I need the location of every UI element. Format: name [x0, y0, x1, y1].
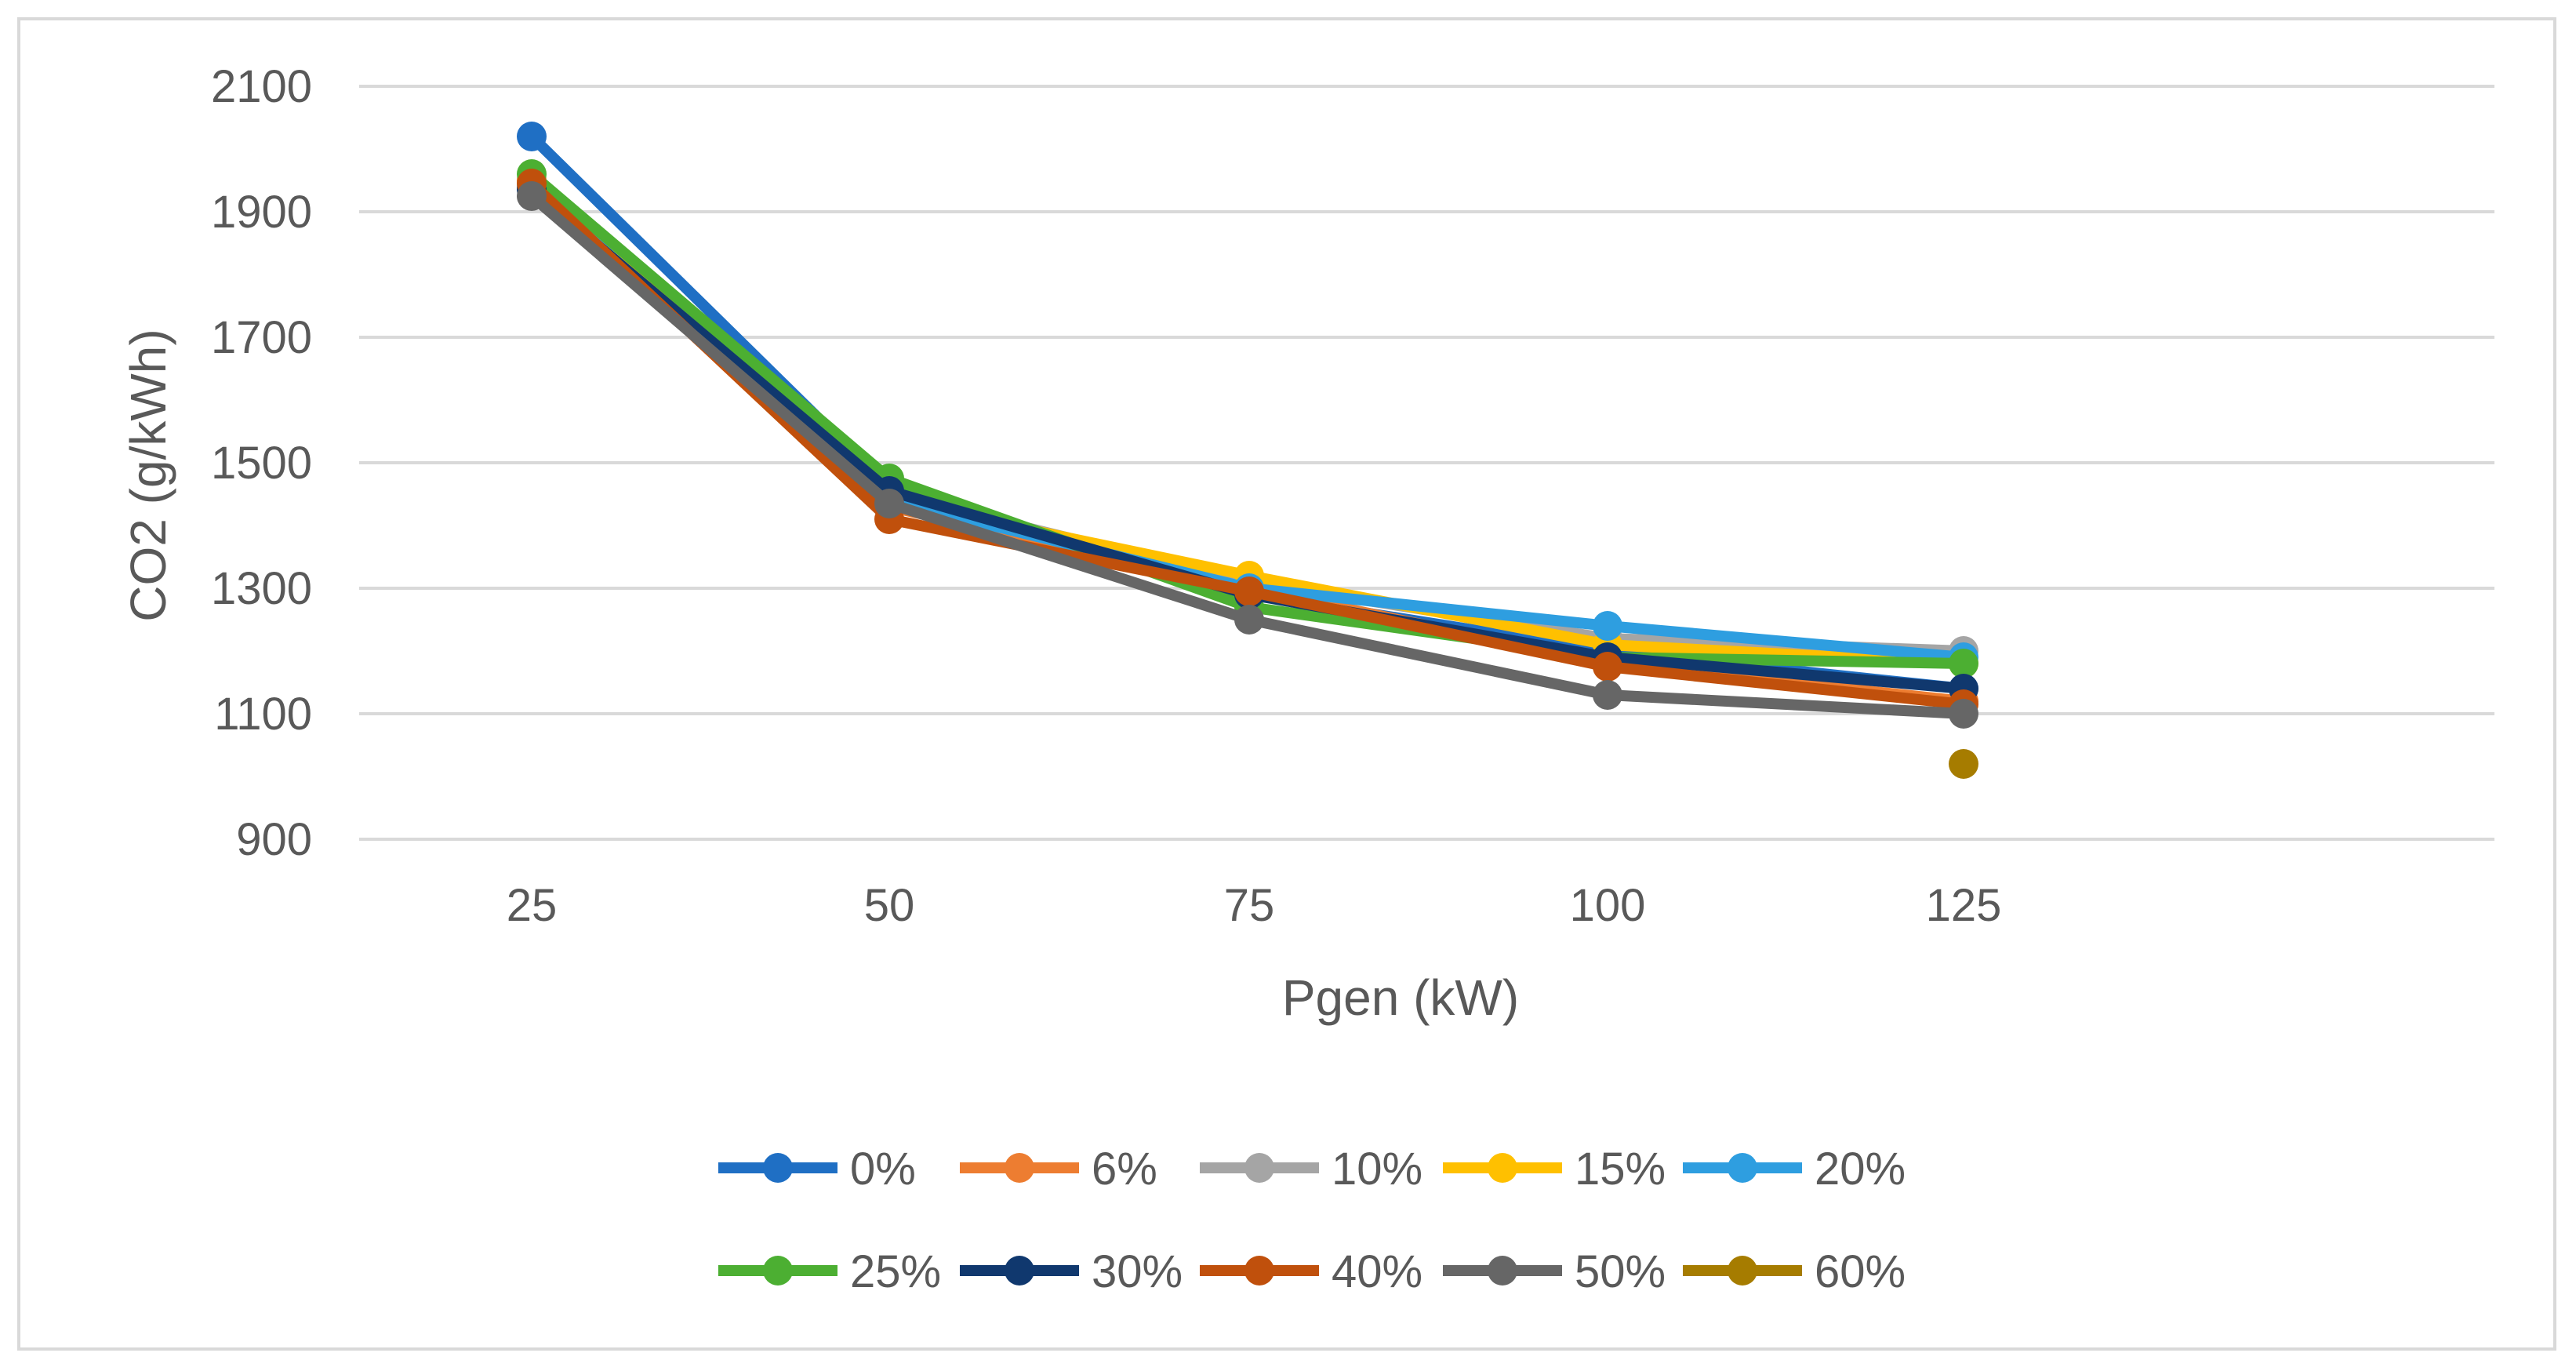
legend-label: 0%	[850, 1144, 916, 1195]
legend-item-0pct: 0%	[718, 1144, 916, 1195]
y-tick-label: 1100	[214, 689, 312, 740]
chart-svg: 900 1100 1300 1500 1700 1900 2100 25 50 75 100 125…	[120, 61, 2494, 1297]
y-tick-label: 1500	[211, 438, 312, 489]
legend-item-30pct: 30%	[960, 1246, 1183, 1297]
x-tick-labels: 25 50 75 100 125	[507, 880, 2002, 931]
chart-frame: 900 1100 1300 1500 1700 1900 2100 25 50 75 100 125…	[17, 17, 2556, 1351]
legend-swatch-marker	[1244, 1153, 1274, 1183]
legend-swatch-marker	[1244, 1256, 1274, 1286]
y-tick-label: 1900	[211, 187, 312, 238]
legend-swatch-marker	[1728, 1256, 1757, 1286]
legend-swatch-marker	[1488, 1256, 1517, 1286]
legend-swatch-marker	[1005, 1256, 1034, 1286]
data-point	[1593, 611, 1622, 641]
legend-swatch-marker	[1728, 1153, 1757, 1183]
legend-item-50pct: 50%	[1443, 1246, 1666, 1297]
series-60pct	[1949, 749, 1978, 779]
y-tick-labels: 900 1100 1300 1500 1700 1900 2100	[211, 61, 312, 865]
data-point	[1949, 649, 1978, 678]
legend-swatch-marker	[763, 1153, 793, 1183]
data-point	[1593, 652, 1622, 682]
data-point	[1949, 699, 1978, 729]
data-point	[517, 122, 547, 151]
x-tick-label: 75	[1224, 880, 1275, 931]
x-tick-label: 125	[1926, 880, 2002, 931]
x-tick-label: 50	[864, 880, 915, 931]
legend-item-40pct: 40%	[1200, 1246, 1422, 1297]
legend-label: 6%	[1092, 1144, 1157, 1195]
legend-label: 20%	[1815, 1144, 1906, 1195]
x-tick-label: 100	[1570, 880, 1646, 931]
y-tick-label: 2100	[211, 61, 312, 112]
y-tick-label: 1700	[211, 312, 312, 363]
legend-swatch-marker	[1488, 1153, 1517, 1183]
y-axis-title: CO2 (g/kWh)	[120, 329, 176, 621]
legend-item-60pct: 60%	[1683, 1246, 1906, 1297]
legend-item-25pct: 25%	[718, 1246, 941, 1297]
data-point	[1234, 605, 1264, 635]
data-point	[1234, 576, 1264, 606]
legend-label: 15%	[1575, 1144, 1666, 1195]
series-layer	[517, 122, 1978, 779]
legend-label: 40%	[1332, 1246, 1422, 1297]
y-tick-label: 1300	[211, 563, 312, 614]
data-point	[517, 181, 547, 211]
grid-layer	[359, 85, 2494, 841]
legend-swatch-marker	[1005, 1153, 1034, 1183]
data-point	[874, 489, 904, 518]
legend-label: 30%	[1092, 1246, 1183, 1297]
data-point	[1949, 749, 1978, 779]
legend-item-6pct: 6%	[960, 1144, 1157, 1195]
legend-label: 60%	[1815, 1246, 1906, 1297]
legend: 0% 6% 10% 15% 20% 25% 30% 40% 50% 60%	[718, 1144, 1906, 1297]
legend-label: 50%	[1575, 1246, 1666, 1297]
x-tick-label: 25	[507, 880, 558, 931]
series-50pct	[517, 181, 1978, 729]
x-axis-title: Pgen (kW)	[1282, 969, 1519, 1026]
data-point	[1593, 680, 1622, 710]
legend-item-10pct: 10%	[1200, 1144, 1422, 1195]
legend-label: 10%	[1332, 1144, 1422, 1195]
legend-item-20pct: 20%	[1683, 1144, 1906, 1195]
legend-label: 25%	[850, 1246, 941, 1297]
legend-swatch-marker	[763, 1256, 793, 1286]
legend-item-15pct: 15%	[1443, 1144, 1666, 1195]
y-tick-label: 900	[236, 814, 312, 865]
